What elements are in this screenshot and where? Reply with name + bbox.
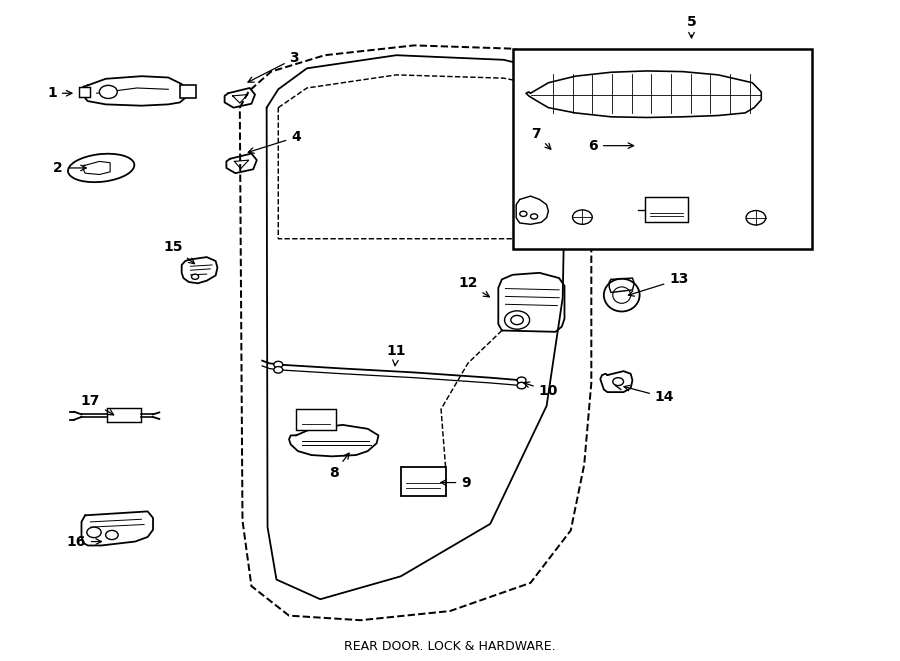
Text: 11: 11 <box>387 344 406 366</box>
Circle shape <box>105 530 118 539</box>
Bar <box>79 87 89 97</box>
Circle shape <box>511 315 523 325</box>
Ellipse shape <box>604 279 640 311</box>
Text: 3: 3 <box>248 52 299 82</box>
Text: 7: 7 <box>531 127 551 149</box>
Circle shape <box>520 212 526 216</box>
Text: 2: 2 <box>53 161 86 175</box>
Text: 17: 17 <box>81 395 113 415</box>
Circle shape <box>746 211 766 225</box>
Text: 14: 14 <box>624 385 674 405</box>
Text: 9: 9 <box>441 475 471 490</box>
Circle shape <box>572 210 592 224</box>
Bar <box>645 198 688 222</box>
Text: 4: 4 <box>248 130 301 153</box>
Ellipse shape <box>68 154 134 182</box>
Circle shape <box>518 382 526 389</box>
Bar <box>400 467 446 496</box>
Circle shape <box>274 362 283 368</box>
Text: 8: 8 <box>328 453 349 481</box>
Text: 6: 6 <box>589 139 634 153</box>
Circle shape <box>505 311 529 329</box>
Bar <box>180 85 196 98</box>
Circle shape <box>518 377 526 383</box>
Circle shape <box>99 85 117 98</box>
Text: 13: 13 <box>628 272 688 296</box>
Text: 1: 1 <box>47 86 72 100</box>
Text: 10: 10 <box>524 382 558 398</box>
Bar <box>106 408 140 422</box>
Circle shape <box>87 527 101 537</box>
Circle shape <box>530 214 537 219</box>
Bar <box>296 409 337 430</box>
Text: REAR DOOR. LOCK & HARDWARE.: REAR DOOR. LOCK & HARDWARE. <box>344 640 556 653</box>
Circle shape <box>613 377 624 385</box>
Text: 15: 15 <box>163 239 194 264</box>
Text: 5: 5 <box>687 15 697 38</box>
Text: 12: 12 <box>458 276 490 297</box>
Bar <box>513 49 812 249</box>
Text: 16: 16 <box>67 535 102 549</box>
Circle shape <box>192 274 199 280</box>
Ellipse shape <box>613 287 631 303</box>
Circle shape <box>274 367 283 373</box>
